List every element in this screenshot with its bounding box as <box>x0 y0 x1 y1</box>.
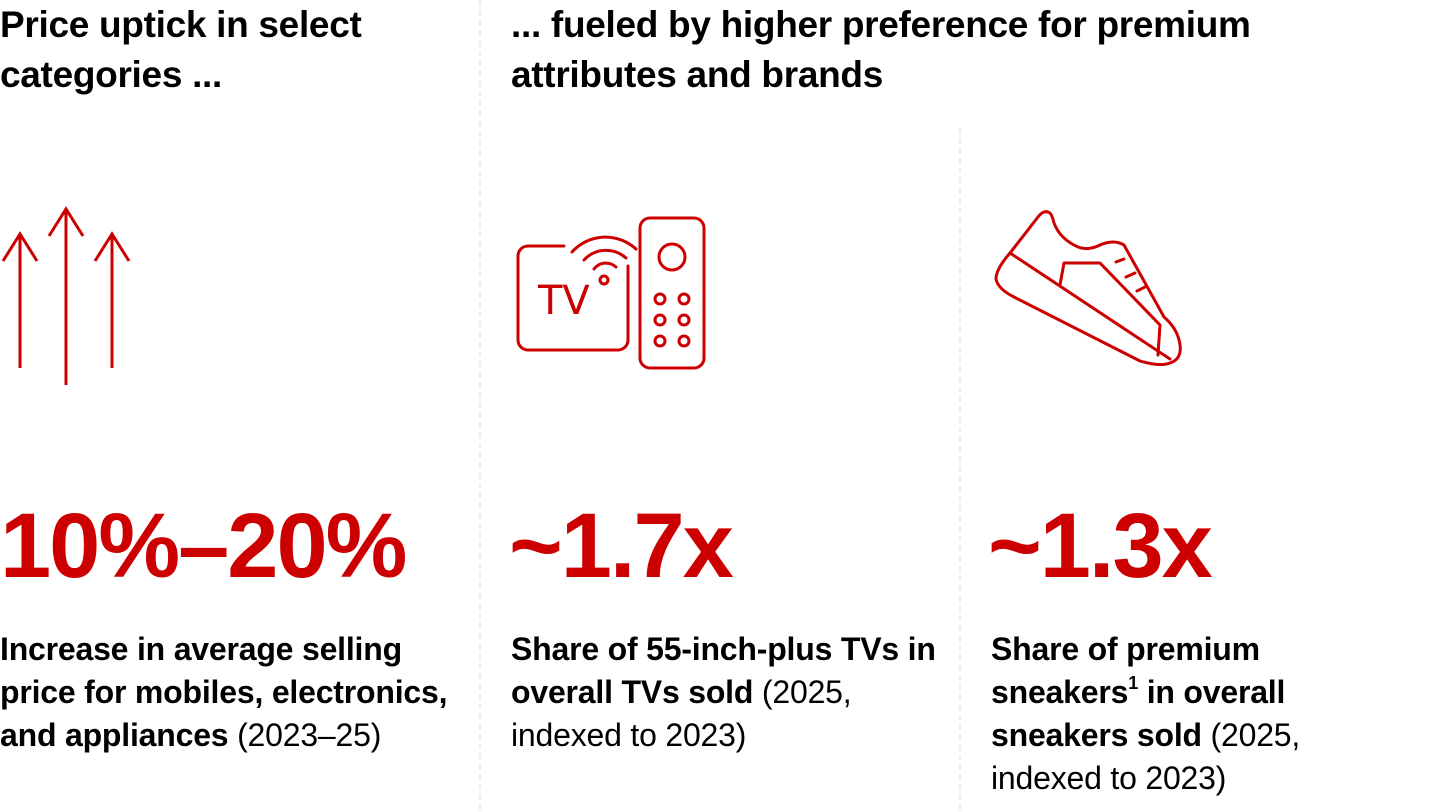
tv-and-remote-icon: TV <box>514 214 710 372</box>
description-period: (2023–25) <box>228 717 382 753</box>
description-period: (2025, indexed to 2023) <box>991 717 1301 796</box>
sneaker-icon <box>990 207 1184 370</box>
left-heading: Price uptick in select categories ... <box>0 4 362 95</box>
price-increase-description: Increase in average selling price for mo… <box>0 628 460 757</box>
sneaker-share-stat: ~1.3x <box>988 495 1213 597</box>
footnote-marker: 1 <box>1128 673 1138 693</box>
sneaker-share-description: Share of premium sneakers1 in overall sn… <box>991 628 1411 800</box>
description-period: (2025, indexed to 2023) <box>511 674 852 753</box>
svg-text:TV: TV <box>537 278 590 324</box>
description-bold-continued: in overall sneakers sold <box>991 674 1286 753</box>
description-bold: Share of 55-inch-plus TVs in overall TVs… <box>511 631 936 710</box>
three-up-arrows-icon <box>0 203 132 389</box>
right-heading: ... fueled by higher preference for prem… <box>511 4 1251 95</box>
description-bold: Increase in average selling price for mo… <box>0 631 448 753</box>
tv-share-stat: ~1.7x <box>509 495 734 597</box>
price-increase-stat: 10%–20% <box>0 495 407 597</box>
section-divider <box>479 0 481 810</box>
column-divider <box>959 128 961 810</box>
description-bold: Share of premium sneakers <box>991 631 1260 710</box>
tv-share-description: Share of 55-inch-plus TVs in overall TVs… <box>511 628 941 757</box>
